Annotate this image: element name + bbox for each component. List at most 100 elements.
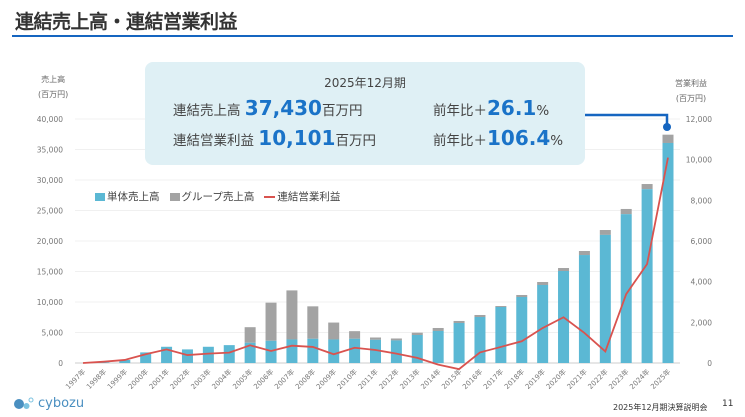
legend-item-operating-profit: 連結営業利益 — [264, 189, 340, 204]
bar-single-sales — [286, 339, 298, 363]
op-yoy: 前年比＋106.4% — [433, 126, 563, 150]
bar-group-sales — [578, 251, 590, 256]
bar-group-sales — [370, 337, 381, 340]
op-yoy-value: 106.4 — [487, 126, 551, 150]
bar-single-sales — [641, 189, 653, 363]
left-axis-title-text: 売上高 — [41, 75, 66, 84]
left-axis-title: 売上高 (百万円) — [38, 72, 68, 102]
bar-single-sales — [390, 340, 402, 363]
bar-single-sales — [140, 352, 152, 363]
x-axis-tick: 2022年 — [586, 367, 610, 391]
legend-swatch — [169, 192, 180, 201]
highlight-callout: 2025年12月期 連結売上高 37,430百万円 前年比＋26.1% 連結営業… — [145, 62, 585, 165]
logo-text: cybozu — [38, 395, 85, 411]
bar-group-sales — [265, 302, 277, 341]
chart-legend: 単体売上高 グループ売上高 連結営業利益 — [95, 189, 340, 204]
title-underline — [12, 35, 733, 37]
bar-single-sales — [620, 214, 632, 363]
x-axis-tick: 2023年 — [607, 367, 631, 391]
bar-group-sales — [474, 314, 486, 318]
left-axis-tick: 10,000 — [37, 298, 63, 307]
bar-single-sales — [432, 330, 444, 363]
sales-value: 37,430 — [244, 96, 322, 120]
x-axis-tick: 1998年 — [84, 367, 108, 391]
bar-group-sales — [244, 327, 256, 343]
right-axis-tick: 12,000 — [686, 115, 712, 124]
bar-group-sales — [620, 208, 632, 215]
bar-single-sales — [662, 142, 674, 363]
x-axis-tick: 2014年 — [419, 367, 443, 391]
bar-single-sales — [98, 362, 110, 363]
bar-group-sales — [558, 268, 570, 272]
legend-label: 連結営業利益 — [277, 191, 341, 203]
legend-item-single-sales: 単体売上高 — [95, 189, 160, 204]
cybozu-logo: cybozu — [13, 395, 84, 411]
bar-group-sales — [328, 322, 340, 340]
bar-single-sales — [411, 335, 423, 363]
footer-event: 2025年12月期決算説明会 — [613, 403, 708, 412]
x-axis-tick: 2009年 — [314, 367, 338, 391]
x-axis-tick: 2025年 — [648, 367, 672, 391]
x-axis-tick: 2000年 — [126, 367, 150, 391]
bar-group-sales — [286, 290, 298, 340]
x-axis-tick: 2017年 — [481, 367, 505, 391]
left-axis-tick: 25,000 — [37, 207, 63, 216]
x-axis-tick: 2019年 — [523, 367, 547, 391]
right-axis-tick: 0 — [707, 359, 712, 368]
x-axis-tick: 2008年 — [293, 367, 317, 391]
left-axis-tick: 30,000 — [37, 176, 63, 185]
callout-op-row: 連結営業利益 10,101百万円 前年比＋106.4% — [173, 126, 563, 150]
x-axis-tick: 2021年 — [565, 367, 589, 391]
callout-period: 2025年12月期 — [324, 76, 406, 90]
x-axis-tick: 2011年 — [356, 367, 380, 391]
bar-single-sales — [537, 284, 549, 363]
left-axis-tick: 15,000 — [37, 268, 63, 277]
cybozu-logo-icon — [14, 397, 34, 409]
bar-single-sales — [453, 322, 465, 363]
bar-group-sales — [453, 320, 465, 323]
bar-group-sales — [641, 184, 653, 190]
x-axis-tick: 2015年 — [440, 367, 464, 391]
op-yoy-unit: % — [550, 133, 564, 149]
sales-yoy: 前年比＋26.1% — [433, 96, 549, 120]
sales-label: 連結売上高 — [173, 103, 241, 119]
bar-group-sales — [516, 294, 528, 297]
right-axis-tick: 10,000 — [686, 156, 712, 165]
sales-yoy-value: 26.1 — [487, 96, 537, 120]
right-axis-title: 営業利益 (百万円) — [675, 76, 707, 106]
legend-label: グループ売上高 — [181, 191, 255, 203]
bar-single-sales — [161, 346, 173, 363]
bar-single-sales — [516, 296, 528, 363]
bar-single-sales — [307, 338, 319, 363]
right-axis-title-text: 営業利益 — [675, 79, 707, 88]
x-axis-tick: 2013年 — [398, 367, 422, 391]
x-axis-tick: 2024年 — [628, 367, 652, 391]
x-axis-tick: 2016年 — [460, 367, 484, 391]
x-axis-tick: 2010年 — [335, 367, 359, 391]
bar-single-sales — [474, 317, 486, 363]
right-axis-tick: 4,000 — [691, 278, 713, 287]
left-axis-unit: (百万円) — [38, 90, 69, 99]
left-axis-tick: 40,000 — [37, 115, 63, 124]
bar-group-sales — [495, 306, 507, 308]
bar-single-sales — [349, 338, 361, 363]
right-axis-tick: 8,000 — [691, 196, 713, 205]
op-unit: 百万円 — [335, 133, 376, 149]
x-axis-tick: 2003年 — [189, 367, 213, 391]
bar-group-sales — [307, 306, 319, 339]
bar-single-sales — [495, 307, 507, 363]
bar-single-sales — [223, 345, 235, 363]
x-axis-tick: 2004年 — [210, 367, 234, 391]
x-axis-tick: 1997年 — [63, 367, 87, 391]
bar-single-sales — [119, 360, 131, 363]
bar-single-sales — [244, 342, 256, 363]
left-axis-tick: 5,000 — [42, 329, 64, 338]
x-axis-tick: 2007年 — [272, 367, 296, 391]
sales-yoy-unit: % — [536, 103, 550, 119]
bar-group-sales — [537, 281, 549, 285]
left-axis-tick: 0 — [58, 359, 63, 368]
page-title: 連結売上高・連結営業利益 — [15, 11, 238, 33]
callout-sales-row: 連結売上高 37,430百万円 前年比＋26.1% — [173, 96, 549, 120]
page-number: 11 — [722, 399, 734, 409]
